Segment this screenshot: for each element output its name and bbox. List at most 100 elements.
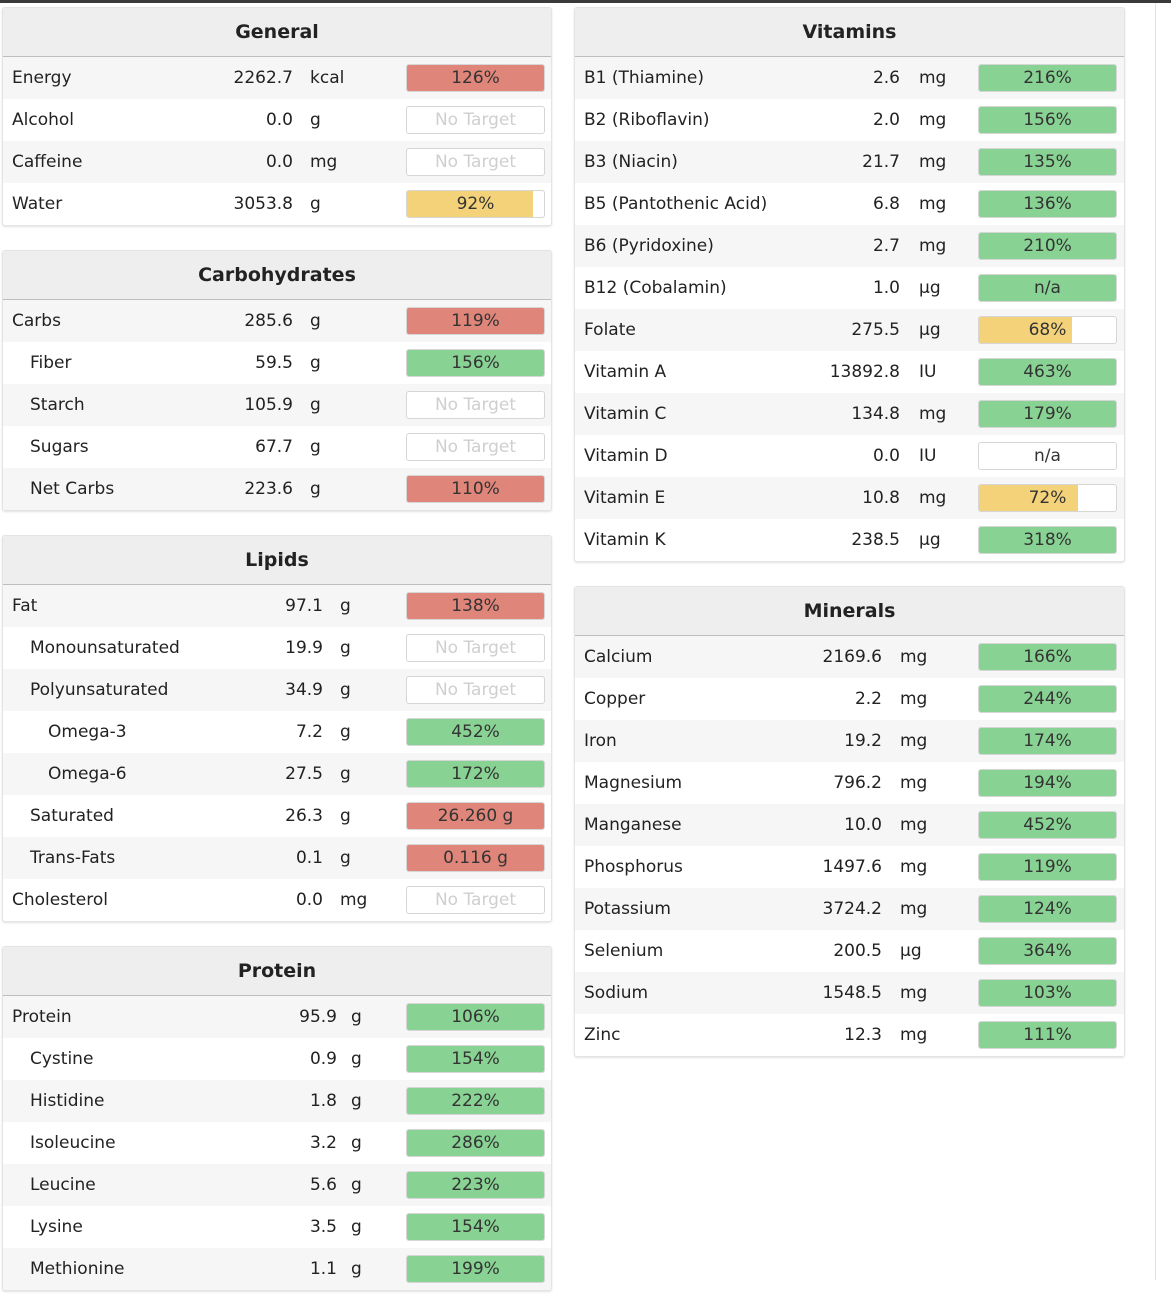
nutrient-amount: 13892.8 [829, 362, 900, 382]
nutrient-amount: 34.9 [285, 680, 323, 700]
target-progress-fill [979, 107, 1116, 133]
nutrient-row-vitamin-k[interactable]: Vitamin K 238.5 µg 318% [575, 519, 1124, 561]
target-progress-label: 126% [451, 68, 500, 88]
nutrient-row-manganese[interactable]: Manganese 10.0 mg 452% [575, 804, 1124, 846]
page-right-divider [1155, 3, 1156, 1280]
nutrient-row-isoleucine[interactable]: Isoleucine 3.2 g 286% [3, 1122, 551, 1164]
target-progress-fill [407, 1130, 544, 1156]
nutrient-row-lysine[interactable]: Lysine 3.5 g 154% [3, 1206, 551, 1248]
nutrient-row-phosphorus[interactable]: Phosphorus 1497.6 mg 119% [575, 846, 1124, 888]
nutrient-row-fat[interactable]: Fat 97.1 g 138% [3, 585, 551, 627]
nutrient-name: B2 (Riboflavin) [584, 110, 710, 130]
nutrient-row-vitamin-d[interactable]: Vitamin D 0.0 IU n/a [575, 435, 1124, 477]
target-progress-label: 111% [1023, 1025, 1072, 1045]
nutrient-name: Carbs [12, 311, 61, 331]
target-progress-fill [979, 644, 1116, 670]
nutrient-row-carbs[interactable]: Carbs 285.6 g 119% [3, 300, 551, 342]
nutrient-row-magnesium[interactable]: Magnesium 796.2 mg 194% [575, 762, 1124, 804]
nutrient-row-methionine[interactable]: Methionine 1.1 g 199% [3, 1248, 551, 1290]
target-progress-fill [407, 308, 544, 334]
nutrient-unit: g [310, 437, 321, 457]
target-progress-bar: 222% [406, 1087, 545, 1115]
nutrient-name: Cystine [30, 1049, 94, 1069]
target-progress-label: 135% [1023, 152, 1072, 172]
nutrient-row-vitamin-e[interactable]: Vitamin E 10.8 mg 72% [575, 477, 1124, 519]
target-progress-fill [979, 233, 1116, 259]
target-progress-fill [407, 1172, 544, 1198]
nutrient-row-saturated[interactable]: Saturated 26.3 g 26.260 g [3, 795, 551, 837]
target-progress-bar: 364% [978, 937, 1117, 965]
target-progress-bar: 174% [978, 727, 1117, 755]
nutrient-row-polyunsaturated[interactable]: Polyunsaturated 34.9 g No Target [3, 669, 551, 711]
nutrient-row-omega-3[interactable]: Omega-3 7.2 g 452% [3, 711, 551, 753]
nutrient-row-cystine[interactable]: Cystine 0.9 g 154% [3, 1038, 551, 1080]
nutrient-unit: g [351, 1049, 362, 1069]
nutrient-amount: 67.7 [255, 437, 293, 457]
nutrient-unit: g [351, 1091, 362, 1111]
nutrient-row-starch[interactable]: Starch 105.9 g No Target [3, 384, 551, 426]
nutrient-amount: 6.8 [872, 194, 900, 214]
nutrient-row-b1-thiamine[interactable]: B1 (Thiamine) 2.6 mg 216% [575, 57, 1124, 99]
target-progress-bar: 124% [978, 895, 1117, 923]
nutrient-row-cholesterol[interactable]: Cholesterol 0.0 mg No Target [3, 879, 551, 921]
nutrient-row-water[interactable]: Water 3053.8 g 92% [3, 183, 551, 225]
nutrient-row-potassium[interactable]: Potassium 3724.2 mg 124% [575, 888, 1124, 930]
target-progress-label: 156% [451, 353, 500, 373]
nutrient-unit: g [310, 311, 321, 331]
nutrient-row-zinc[interactable]: Zinc 12.3 mg 111% [575, 1014, 1124, 1056]
nutrient-amount: 0.0 [872, 446, 900, 466]
nutrient-row-iron[interactable]: Iron 19.2 mg 174% [575, 720, 1124, 762]
target-progress-bar: 179% [978, 400, 1117, 428]
target-progress-bar: No Target [406, 634, 545, 662]
nutrient-unit: mg [919, 488, 947, 508]
nutrient-row-trans-fats[interactable]: Trans-Fats 0.1 g 0.116 g [3, 837, 551, 879]
nutrient-amount: 21.7 [862, 152, 900, 172]
nutrient-row-copper[interactable]: Copper 2.2 mg 244% [575, 678, 1124, 720]
target-progress-fill [407, 191, 534, 217]
nutrient-row-b2-riboflavin[interactable]: B2 (Riboflavin) 2.0 mg 156% [575, 99, 1124, 141]
nutrient-row-fiber[interactable]: Fiber 59.5 g 156% [3, 342, 551, 384]
nutrient-row-b12-cobalamin[interactable]: B12 (Cobalamin) 1.0 µg n/a [575, 267, 1124, 309]
nutrient-row-vitamin-c[interactable]: Vitamin C 134.8 mg 179% [575, 393, 1124, 435]
nutrient-row-histidine[interactable]: Histidine 1.8 g 222% [3, 1080, 551, 1122]
nutrient-row-b3-niacin[interactable]: B3 (Niacin) 21.7 mg 135% [575, 141, 1124, 183]
nutrient-row-calcium[interactable]: Calcium 2169.6 mg 166% [575, 636, 1124, 678]
nutrient-row-net-carbs[interactable]: Net Carbs 223.6 g 110% [3, 468, 551, 510]
nutrient-row-folate[interactable]: Folate 275.5 µg 68% [575, 309, 1124, 351]
nutrient-row-caffeine[interactable]: Caffeine 0.0 mg No Target [3, 141, 551, 183]
nutrient-unit: mg [919, 404, 947, 424]
nutrient-amount: 3724.2 [822, 899, 882, 919]
nutrient-row-selenium[interactable]: Selenium 200.5 µg 364% [575, 930, 1124, 972]
nutrient-unit: mg [340, 890, 368, 910]
nutrient-unit: mg [900, 899, 928, 919]
target-progress-label: 179% [1023, 404, 1072, 424]
nutrient-amount: 1.8 [309, 1091, 337, 1111]
nutrient-name: Iron [584, 731, 617, 751]
nutrient-row-omega-6[interactable]: Omega-6 27.5 g 172% [3, 753, 551, 795]
target-progress-bar: 138% [406, 592, 545, 620]
nutrient-row-leucine[interactable]: Leucine 5.6 g 223% [3, 1164, 551, 1206]
nutrient-row-b6-pyridoxine[interactable]: B6 (Pyridoxine) 2.7 mg 210% [575, 225, 1124, 267]
nutrient-row-monounsaturated[interactable]: Monounsaturated 19.9 g No Target [3, 627, 551, 669]
panel-title: Carbohydrates [3, 251, 551, 300]
target-progress-label: 286% [451, 1133, 500, 1153]
target-progress-fill [979, 980, 1116, 1006]
nutrient-row-vitamin-a[interactable]: Vitamin A 13892.8 IU 463% [575, 351, 1124, 393]
nutrient-row-protein[interactable]: Protein 95.9 g 106% [3, 996, 551, 1038]
nutrient-unit: g [340, 848, 351, 868]
nutrient-row-energy[interactable]: Energy 2262.7 kcal 126% [3, 57, 551, 99]
nutrient-amount: 796.2 [833, 773, 882, 793]
target-progress-bar: n/a [978, 442, 1117, 470]
nutrient-row-sodium[interactable]: Sodium 1548.5 mg 103% [575, 972, 1124, 1014]
target-progress-bar: 106% [406, 1003, 545, 1031]
nutrient-unit: mg [900, 773, 928, 793]
nutrient-row-alcohol[interactable]: Alcohol 0.0 g No Target [3, 99, 551, 141]
nutrient-amount: 238.5 [851, 530, 900, 550]
nutrient-amount: 275.5 [851, 320, 900, 340]
nutrient-name: Manganese [584, 815, 682, 835]
nutrient-row-sugars[interactable]: Sugars 67.7 g No Target [3, 426, 551, 468]
nutrient-row-b5-pantothenic-acid[interactable]: B5 (Pantothenic Acid) 6.8 mg 136% [575, 183, 1124, 225]
nutrient-unit: g [340, 596, 351, 616]
nutrient-name: Potassium [584, 899, 671, 919]
target-progress-fill [979, 527, 1116, 553]
